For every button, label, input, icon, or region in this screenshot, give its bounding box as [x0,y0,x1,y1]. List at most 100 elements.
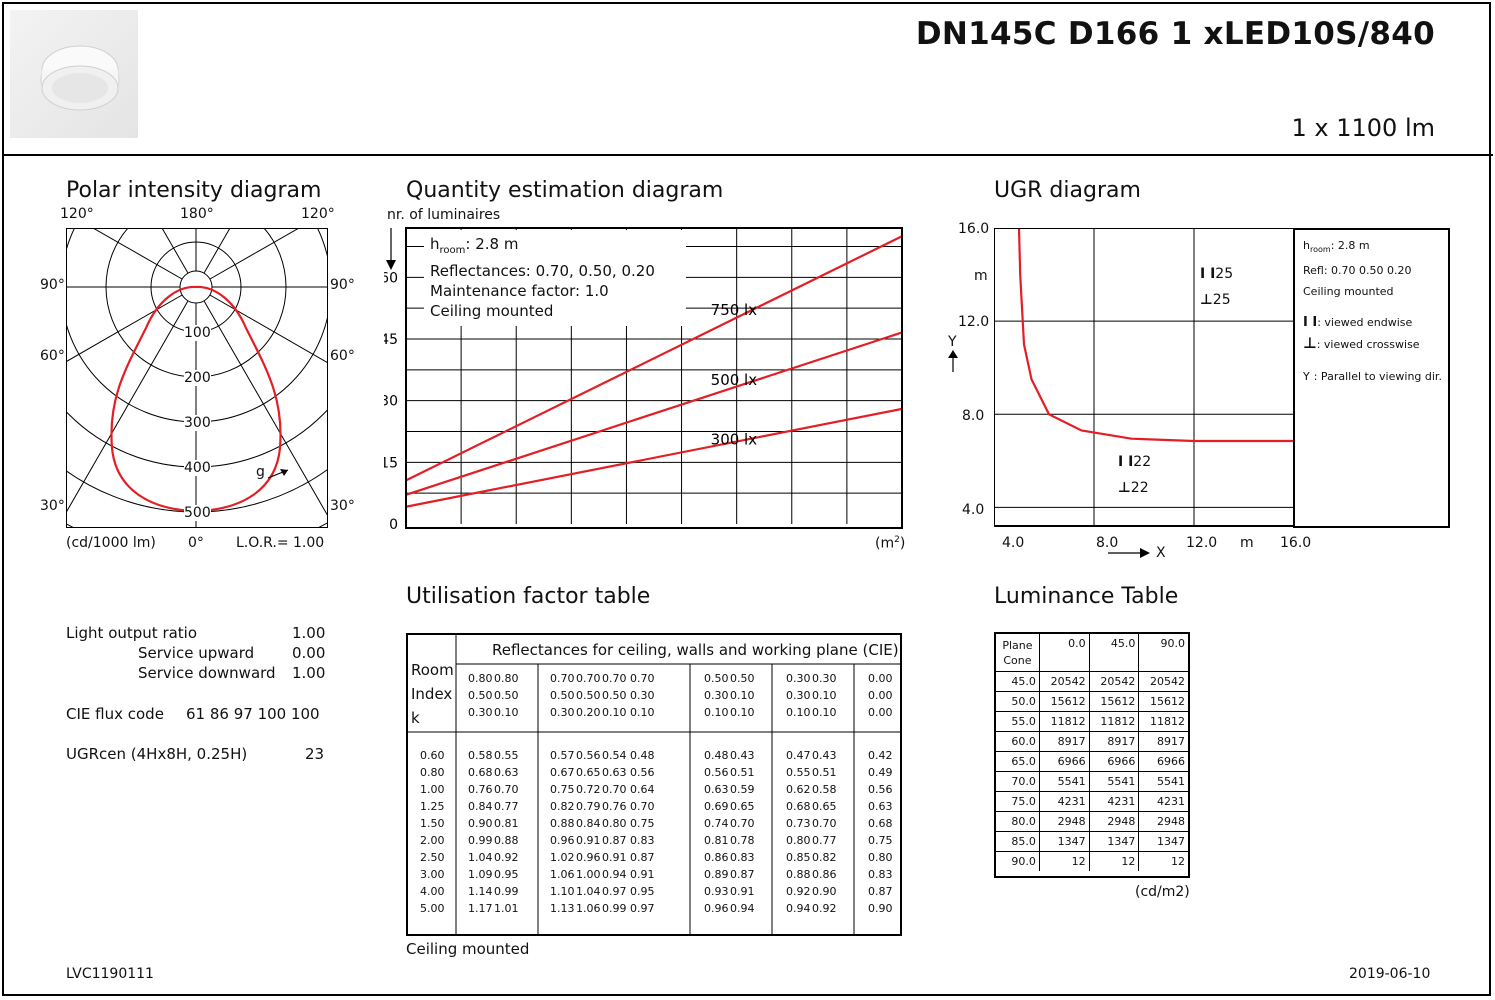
ugr-legend-crosswise: : viewed crosswise [1316,338,1420,352]
luminance-cell: 12 [1038,851,1090,871]
luminance-table: Plane Cone 0.0 45.0 90.0 45.0 20542 20542 20… [994,632,1190,878]
luminance-row: 60.0 8917 8917 8917 [996,731,1188,752]
uf-cell: 0.65 [730,800,755,813]
luminance-cone: 45.0 [996,671,1040,692]
header-divider [2,154,1493,156]
uf-cell: 0.79 [576,800,601,813]
utilisation-title: Utilisation factor table [406,584,651,609]
uf-floor-refl: 0.30 [550,706,575,719]
polar-right-90: 90° [330,277,355,293]
ugr-mark-upper-endwise: I I25 [1200,266,1234,282]
polar-ring-label-500: 500 [184,505,211,521]
polar-units: (cd/1000 lm) [66,535,156,551]
polar-curve-label: g [256,464,265,480]
uf-cell: 0.43 [730,749,755,762]
luminance-cell: 4231 [1038,791,1090,812]
quantity-hroom-sub: room [439,245,466,256]
uf-room-index: 2.00 [420,834,445,847]
luminance-cone: 55.0 [996,711,1040,732]
ugr-legend-hsub: room [1309,245,1331,255]
uf-ceiling-refl: 0.00 [868,672,893,685]
ugr-legend-mount: Ceiling mounted [1303,285,1394,299]
luminance-cell: 15612 [1138,691,1188,712]
quantity-series-label: 300 lx [711,431,758,449]
luminance-cone: 75.0 [996,791,1040,812]
ugr-upper-crosswise-value: 25 [1212,292,1231,308]
uf-ceiling-refl: 0.80 [494,672,519,685]
polar-left-30: 30° [40,498,65,514]
luminance-cell: 8917 [1138,731,1188,752]
uf-cell: 0.94 [786,902,811,915]
stat-up-label: Service upward [138,644,255,662]
quantity-reflectances: Reflectances: 0.70, 0.50, 0.20 [430,262,655,280]
ugr-mark-lower-endwise: I I22 [1118,454,1152,470]
uf-cell: 0.68 [868,817,893,830]
uf-cell: 0.75 [550,783,575,796]
uf-cell: 0.70 [730,817,755,830]
luminance-cell: 1347 [1138,831,1188,852]
uf-cell: 0.96 [704,902,729,915]
uf-cell: 0.64 [630,783,655,796]
uf-cell: 0.90 [812,885,837,898]
ugr-x-axis-label: X [1156,545,1166,561]
stat-ugr-value: 23 [305,745,325,763]
polar-title: Polar intensity diagram [66,178,322,203]
uf-ceiling-refl: 0.30 [812,672,837,685]
uf-cell: 0.95 [494,868,519,881]
uf-cell: 0.90 [868,902,893,915]
uf-cell: 0.88 [786,868,811,881]
ugr-xtick-12: 12.0 [1186,535,1218,551]
uf-walls-refl: 0.50 [468,689,493,702]
uf-cell: 0.85 [786,851,811,864]
uf-cell: 0.94 [602,868,627,881]
crosswise-icon: ⊥ [1200,292,1213,308]
luminance-cone: 80.0 [996,811,1040,832]
ugr-ytick-12: 12.0 [958,314,990,330]
uf-walls-refl: 0.50 [494,689,519,702]
uf-cell: 0.68 [468,766,493,779]
luminance-cone: 50.0 [996,691,1040,712]
product-title: DN145C D166 1 xLED10S/840 [915,16,1435,52]
luminance-cell: 5541 [1088,771,1140,792]
ugr-chart [994,228,1294,527]
uf-cell: 1.00 [576,868,601,881]
endwise-icon: I I [1118,454,1134,470]
downlight-picture [40,45,120,111]
polar-spoke-120r [195,228,301,288]
uf-cell: 0.70 [494,783,519,796]
luminance-cell: 20542 [1088,671,1140,692]
stat-down-value: 1.00 [292,664,326,682]
ugr-upper-endwise-value: 25 [1215,266,1234,282]
uf-cell: 0.91 [730,885,755,898]
ugr-ytick-8: 8.0 [962,408,985,424]
uf-cell: 0.54 [602,749,627,762]
uf-walls-refl: 0.50 [602,689,627,702]
quantity-unit-sup: 2 [894,535,900,545]
ugr-crosswise-icon: ⊥ [1303,334,1317,353]
quantity-series-line [405,407,903,508]
uf-cell: 0.91 [602,851,627,864]
luminance-cell: 20542 [1038,671,1090,692]
uf-room-index: 0.60 [420,749,445,762]
uf-cell: 1.04 [576,885,601,898]
luminance-row: 85.0 1347 1347 1347 [996,831,1188,852]
uf-cell: 0.99 [468,834,493,847]
luminance-cell: 6966 [1088,751,1140,772]
luminance-cell: 11812 [1138,711,1188,732]
uf-cell: 0.82 [812,851,837,864]
uf-cell: 1.14 [468,885,493,898]
uf-cell: 0.59 [730,783,755,796]
stat-cie-value: 61 86 97 100 100 [186,705,320,723]
quantity-down-arrow [386,228,396,270]
uf-cell: 1.13 [550,902,575,915]
utilisation-header: Reflectances for ceiling, walls and work… [492,641,899,659]
uf-cell: 0.88 [550,817,575,830]
ugr-xtick-4: 4.0 [1002,535,1025,551]
quantity-info-box: hroom: 2.8 m Reflectances: 0.70, 0.50, 0… [424,230,686,326]
polar-lor: L.O.R.= 1.00 [236,535,325,551]
uf-cell: 0.62 [786,783,811,796]
uf-cell: 0.92 [812,902,837,915]
endwise-icon: I I [1200,266,1216,282]
polar-spoke-60r [195,286,328,364]
uf-cell: 0.96 [576,851,601,864]
